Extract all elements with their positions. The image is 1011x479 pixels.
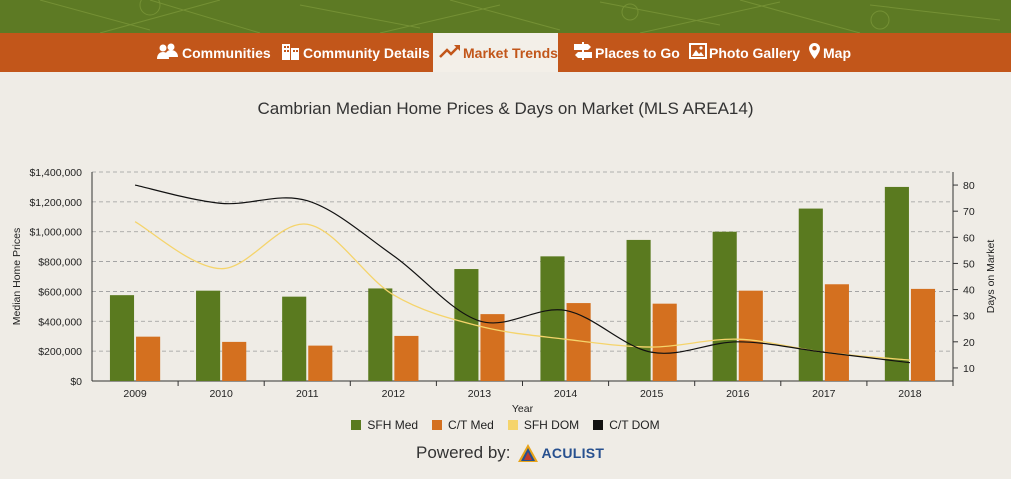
powered-by: Powered by: ACULIST: [416, 443, 604, 463]
nav-market-trends-label: Market Trends: [463, 44, 558, 61]
y-tick-label: $1,000,000: [29, 227, 82, 239]
signpost-icon: [573, 41, 593, 64]
y-tick-label: $800,000: [38, 257, 82, 269]
y2-tick-label: 20: [963, 337, 975, 349]
x-tick-label: 2017: [812, 388, 836, 400]
nav-photo-gallery-label: Photo Gallery: [709, 44, 801, 61]
x-tick-label: 2011: [296, 388, 319, 400]
aculist-brand-name: ACULIST: [541, 445, 605, 461]
x-tick-label: 2016: [726, 388, 750, 400]
bar-ct-med: [652, 303, 677, 381]
y-tick-label: $1,400,000: [29, 167, 82, 179]
x-tick-label: 2012: [382, 388, 406, 400]
y2-tick-label: 10: [963, 363, 975, 375]
y-tick-label: $200,000: [38, 346, 82, 358]
legend-swatch-ct-dom: [593, 420, 604, 430]
x-tick-label: 2013: [468, 388, 492, 400]
map-pin-icon: [808, 42, 821, 63]
bar-ct-med: [222, 341, 247, 381]
bar-sfh-med: [884, 186, 909, 381]
bar-sfh-med: [282, 296, 307, 381]
nav-communities-label: Communities: [182, 44, 271, 61]
legend-label-sfh-med: SFH Med: [367, 418, 419, 432]
legend-label-ct-dom: C/T DOM: [609, 418, 660, 432]
nav-community-details[interactable]: Community Details: [281, 33, 430, 72]
bar-ct-med: [910, 288, 936, 381]
x-tick-label: 2018: [898, 388, 922, 400]
price-dom-chart: $0 $200,000 $400,000 $600,000 $800,000 $1,000…: [11, 167, 997, 415]
line-sfh-dom: [134, 221, 911, 361]
y2-tick-label: 50: [963, 258, 975, 270]
x-tick-label: 2009: [123, 388, 147, 400]
legend-swatch-sfh-med: [351, 420, 362, 430]
nav-places-to-go[interactable]: Places to Go: [573, 33, 680, 72]
bar-ct-med: [308, 345, 333, 381]
nav-places-to-go-label: Places to Go: [595, 44, 680, 61]
y-tick-label: $600,000: [38, 286, 82, 298]
legend-item-sfh-med[interactable]: SFH Med: [351, 418, 418, 432]
buildings-icon: [281, 41, 301, 64]
bar-sfh-med: [109, 295, 135, 381]
nav-community-details-label: Community Details: [303, 44, 430, 61]
y2-tick-label: 30: [963, 311, 975, 323]
legend-item-ct-dom[interactable]: C/T DOM: [593, 418, 660, 432]
legend-label-ct-med: C/T Med: [448, 418, 494, 432]
main-nav: Communities Community Details Market Tre…: [0, 33, 1011, 72]
network-pattern: [39, 0, 1001, 33]
aculist-logo-icon: [517, 444, 538, 462]
y2-axis-title: Days on Market: [985, 240, 997, 314]
legend-swatch-ct-med: [432, 420, 443, 430]
line-ct-dom: [134, 184, 911, 364]
bar-ct-med: [824, 284, 849, 381]
bar-sfh-med: [540, 256, 565, 381]
y2-tick-label: 60: [963, 232, 975, 244]
legend-item-sfh-dom[interactable]: SFH DOM: [507, 418, 580, 432]
header-banner: [0, 0, 1011, 33]
bar-sfh-med: [712, 231, 737, 381]
legend-item-ct-med[interactable]: C/T Med: [432, 418, 494, 432]
bar-sfh-med: [798, 208, 823, 381]
x-tick-label: 2015: [640, 388, 664, 400]
chart-title: Cambrian Median Home Prices & Days on Ma…: [257, 99, 754, 118]
y-tick-label: $1,200,000: [29, 197, 82, 209]
powered-by-label: Powered by:: [416, 443, 511, 462]
bar-ct-med: [480, 314, 505, 381]
x-tick-label: 2014: [554, 388, 578, 400]
y-tick-label: $400,000: [38, 316, 82, 328]
bar-sfh-med: [626, 239, 651, 381]
y-axis-title: Median Home Prices: [11, 228, 23, 325]
y2-tick-label: 80: [963, 180, 975, 192]
bar-sfh-med: [196, 290, 221, 381]
y2-tick-label: 70: [963, 206, 975, 218]
trend-line-icon: [439, 44, 461, 61]
y2-tick-label: 40: [963, 285, 975, 297]
nav-map[interactable]: Map: [808, 33, 851, 72]
aculist-logo[interactable]: ACULIST: [517, 443, 605, 463]
chart-legend: SFH Med C/T Med SFH DOM C/T DOM: [0, 418, 1011, 432]
image-icon: [689, 43, 707, 62]
bar-ct-med: [136, 336, 161, 381]
nav-communities[interactable]: Communities: [156, 33, 271, 72]
users-icon: [156, 43, 180, 62]
x-axis-title: Year: [512, 403, 534, 415]
y-tick-label: $0: [70, 376, 82, 388]
x-tick-label: 2010: [209, 388, 233, 400]
bar-ct-med: [394, 335, 419, 381]
bar-ct-med: [738, 290, 763, 381]
nav-map-label: Map: [823, 44, 851, 61]
legend-label-sfh-dom: SFH DOM: [523, 418, 580, 432]
legend-swatch-sfh-dom: [507, 420, 518, 430]
nav-market-trends[interactable]: Market Trends: [433, 33, 558, 72]
nav-photo-gallery[interactable]: Photo Gallery: [689, 33, 800, 72]
bar-sfh-med: [368, 288, 393, 381]
